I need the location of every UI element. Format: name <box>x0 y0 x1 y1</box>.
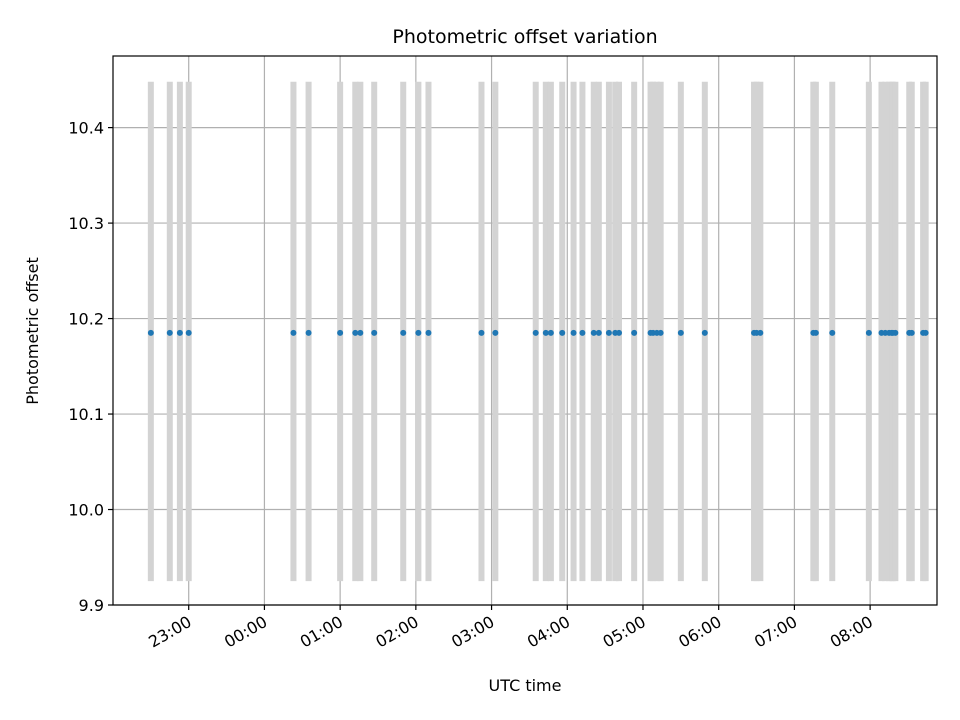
x-axis-label: UTC time <box>489 676 562 695</box>
data-point <box>478 329 485 336</box>
data-point <box>865 329 872 336</box>
data-point <box>357 329 364 336</box>
data-point <box>908 329 915 336</box>
data-point <box>922 329 929 336</box>
y-tick-label: 10.2 <box>68 310 104 329</box>
data-point <box>425 329 432 336</box>
y-tick-label: 10.3 <box>68 214 104 233</box>
data-point <box>400 329 407 336</box>
data-point <box>337 329 344 336</box>
data-point <box>570 329 577 336</box>
data-point <box>757 329 764 336</box>
data-point <box>532 329 539 336</box>
chart-title: Photometric offset variation <box>392 26 657 48</box>
data-point <box>415 329 422 336</box>
y-tick-label: 10.0 <box>68 501 104 520</box>
y-tick-label: 9.9 <box>79 596 104 615</box>
data-point <box>605 329 612 336</box>
data-point <box>829 329 836 336</box>
data-point <box>492 329 499 336</box>
data-point <box>185 329 192 336</box>
data-point <box>371 329 378 336</box>
data-point <box>290 329 297 336</box>
data-point <box>677 329 684 336</box>
data-point <box>595 329 602 336</box>
y-axis-ticks: 9.9 10.0 10.1 10.2 10.3 10.4 <box>68 119 113 615</box>
y-tick-label: 10.1 <box>68 405 104 424</box>
data-point <box>547 329 554 336</box>
data-point <box>812 329 819 336</box>
data-point <box>305 329 312 336</box>
data-point <box>559 329 566 336</box>
data-point <box>657 329 664 336</box>
data-point <box>579 329 586 336</box>
data-point <box>892 329 899 336</box>
plot-frame <box>112 55 938 606</box>
data-point <box>147 329 154 336</box>
data-point <box>166 329 173 336</box>
data-point <box>542 329 549 336</box>
data-points <box>147 329 929 336</box>
data-point <box>176 329 183 336</box>
data-point <box>590 329 597 336</box>
data-point <box>631 329 638 336</box>
data-point <box>701 329 708 336</box>
data-point <box>616 329 623 336</box>
y-axis-label: Photometric offset <box>23 257 42 405</box>
y-tick-label: 10.4 <box>68 119 104 138</box>
data-point <box>352 329 359 336</box>
